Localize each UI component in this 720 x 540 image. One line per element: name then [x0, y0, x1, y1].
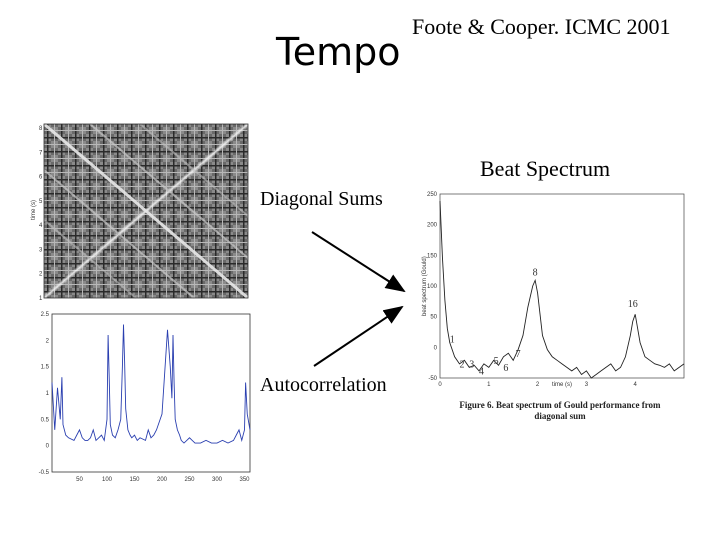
- beat-spectrum-title: Beat Spectrum: [480, 156, 611, 181]
- beat-peak-label: 16: [628, 299, 638, 310]
- beat-peak-label: 8: [533, 267, 538, 278]
- acf-x-tick: 200: [157, 477, 168, 483]
- caption-line-1: Figure 6. Beat spectrum of Gould perform…: [459, 400, 661, 410]
- acf-y-tick: 2: [46, 338, 50, 344]
- beat-ylabel: beat spectrum (Gould): [422, 256, 428, 316]
- slide-title: Tempo: [276, 30, 401, 74]
- acf-y-tick: 0: [46, 444, 50, 450]
- beat-spectrum-caption: Figure 6. Beat spectrum of Gould perform…: [432, 400, 688, 422]
- beat-x-tick: 0: [438, 382, 442, 388]
- acf-x-tick: 300: [212, 477, 223, 483]
- acf-y-tick: 1.5: [41, 365, 50, 371]
- beat-series-line: [439, 201, 685, 379]
- beat-x-tick: 3: [585, 382, 589, 388]
- acf-x-tick: 250: [184, 477, 195, 483]
- acf-y-tick: 1: [46, 391, 50, 397]
- beat-y-tick: -50: [428, 376, 437, 382]
- beat-peak-label: 7: [516, 349, 521, 360]
- beat-x-tick: 1: [487, 382, 491, 388]
- autocorrelation-plot: 2.5 2 1.5 1 0.5 0 -0.5 50 100 150 200 250 300 350: [30, 310, 255, 485]
- matrix-y-tick: 5: [39, 199, 43, 205]
- beat-peak-label: 1: [450, 335, 455, 346]
- beat-y-tick: 0: [434, 345, 438, 351]
- acf-plot-frame: [51, 313, 251, 473]
- beat-xlabel: time (s): [552, 382, 572, 388]
- citation: Foote & Cooper. ICMC 2001: [412, 14, 671, 39]
- arrow-from-diagonal-sums: [311, 231, 406, 293]
- acf-y-tick: -0.5: [39, 470, 50, 476]
- matrix-y-tick: 2: [39, 272, 43, 278]
- diagonal-sums-label: Diagonal Sums: [258, 188, 385, 211]
- beat-spectrum-plot: 250 200 150 100 50 0 -50 0 1 2 3 4 time (s) beat spec…: [418, 188, 688, 398]
- beat-x-tick: 2: [536, 382, 540, 388]
- beat-y-tick: 50: [430, 315, 437, 321]
- acf-y-tick: 0.5: [41, 417, 50, 423]
- caption-line-2: diagonal sum: [534, 411, 586, 421]
- beat-y-tick: 200: [427, 223, 438, 229]
- beat-peak-label: 6: [503, 363, 508, 374]
- acf-x-tick: 150: [129, 477, 140, 483]
- similarity-matrix-svg: 8 7 6 5 4 3 2 1 time (s): [31, 122, 249, 302]
- matrix-y-tick: 3: [39, 247, 43, 253]
- acf-series-line: [51, 324, 251, 444]
- acf-x-tick: 100: [102, 477, 113, 483]
- beat-peak-label: 3: [469, 359, 474, 370]
- autocorrelation-svg: 2.5 2 1.5 1 0.5 0 -0.5 50 100 150 200 250 300 350: [39, 312, 251, 483]
- matrix-y-tick: 7: [39, 150, 43, 156]
- beat-peak-label: 2: [459, 359, 464, 370]
- matrix-y-tick: 6: [39, 175, 43, 181]
- matrix-y-tick: 4: [39, 223, 43, 229]
- beat-x-tick: 4: [634, 382, 638, 388]
- beat-peak-label: 5: [494, 356, 499, 367]
- beat-y-tick: 100: [427, 284, 438, 290]
- matrix-y-tick: 1: [39, 296, 43, 302]
- beat-peak-label: 4: [479, 366, 484, 377]
- matrix-ylabel: time (s): [31, 200, 37, 220]
- matrix-y-tick: 8: [39, 126, 43, 132]
- beat-plot-frame: [439, 193, 685, 379]
- beat-y-tick: 150: [427, 253, 438, 259]
- acf-y-tick: 2.5: [41, 312, 50, 318]
- autocorrelation-label: Autocorrelation: [258, 374, 389, 397]
- acf-x-tick: 50: [76, 477, 83, 483]
- acf-x-tick: 350: [239, 477, 250, 483]
- arrow-from-autocorrelation: [313, 305, 404, 367]
- beat-y-tick: 250: [427, 192, 438, 198]
- similarity-matrix: 8 7 6 5 4 3 2 1 time (s): [30, 120, 252, 302]
